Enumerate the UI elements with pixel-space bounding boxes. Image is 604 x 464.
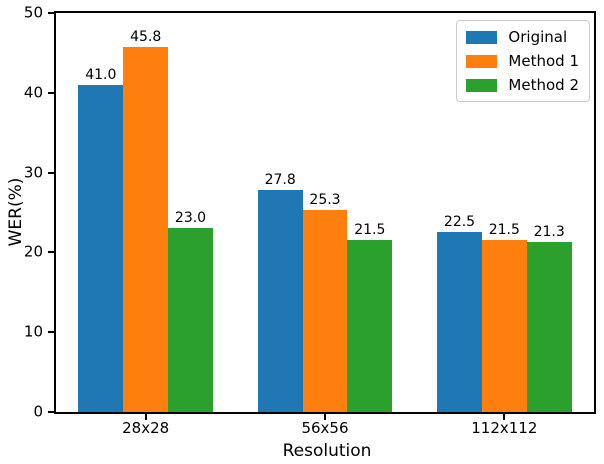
- legend-item-method-1: Method 1: [466, 52, 579, 70]
- y-tick-label: 40: [23, 83, 43, 102]
- legend-label: Method 2: [508, 76, 579, 94]
- y-tick-label: 30: [23, 163, 43, 182]
- x-tick-label-112x112: 112x112: [471, 419, 538, 437]
- bar-value-label: 21.5: [354, 222, 386, 239]
- y-tick-label: 0: [33, 402, 43, 421]
- bar-original-112x112: [437, 232, 482, 412]
- bar-method-2-28x28: [168, 228, 213, 412]
- y-tick-label: 10: [23, 322, 43, 341]
- legend-swatch-icon: [466, 78, 498, 92]
- legend-item-method-2: Method 2: [466, 76, 579, 94]
- bar-original-56x56: [257, 190, 303, 412]
- bar-method-1-28x28: [123, 46, 169, 412]
- bar-method-1-56x56: [302, 210, 348, 412]
- y-axis-title: WER(%): [6, 177, 26, 247]
- bar-value-label: 27.8: [264, 172, 296, 189]
- y-tick-mark: [48, 91, 54, 94]
- x-axis-title: Resolution: [282, 441, 372, 461]
- y-tick-mark: [48, 12, 54, 14]
- bar-method-1-112x112: [481, 240, 527, 412]
- legend-swatch-icon: [466, 30, 498, 44]
- legend-swatch-icon: [466, 54, 498, 68]
- bar-method-2-112x112: [526, 242, 572, 412]
- bar-value-label: 41.0: [85, 66, 117, 83]
- x-tick-label-28x28: 28x28: [122, 419, 170, 437]
- bar-method-2-56x56: [347, 240, 393, 412]
- plot-area: Original Method 1 Method 2 0 10 20 30 40 50 28x2…: [24, 5, 596, 436]
- bar-value-label: 22.5: [443, 214, 476, 231]
- bar-value-label: 21.3: [533, 224, 565, 241]
- x-tick-label-56x56: 56x56: [301, 419, 349, 437]
- x-tick-mark: [503, 414, 506, 420]
- legend-label: Method 1: [508, 52, 579, 70]
- x-tick-mark: [324, 414, 326, 420]
- bar-original-28x28: [78, 84, 124, 412]
- legend-item-original: Original: [466, 28, 579, 46]
- bar-value-label: 45.8: [130, 28, 162, 45]
- x-tick-mark: [144, 414, 147, 420]
- y-tick-mark: [48, 251, 54, 254]
- y-tick-mark: [48, 411, 54, 413]
- bar-value-label: 21.5: [488, 222, 520, 239]
- y-tick-mark: [48, 171, 54, 174]
- legend: Original Method 1 Method 2: [456, 20, 590, 102]
- bar-value-label: 25.3: [309, 192, 341, 209]
- legend-label: Original: [508, 28, 568, 46]
- y-tick-label: 50: [23, 3, 43, 22]
- y-tick-label: 20: [23, 242, 43, 261]
- bar-value-label: 23.0: [174, 210, 207, 227]
- y-tick-mark: [48, 331, 54, 334]
